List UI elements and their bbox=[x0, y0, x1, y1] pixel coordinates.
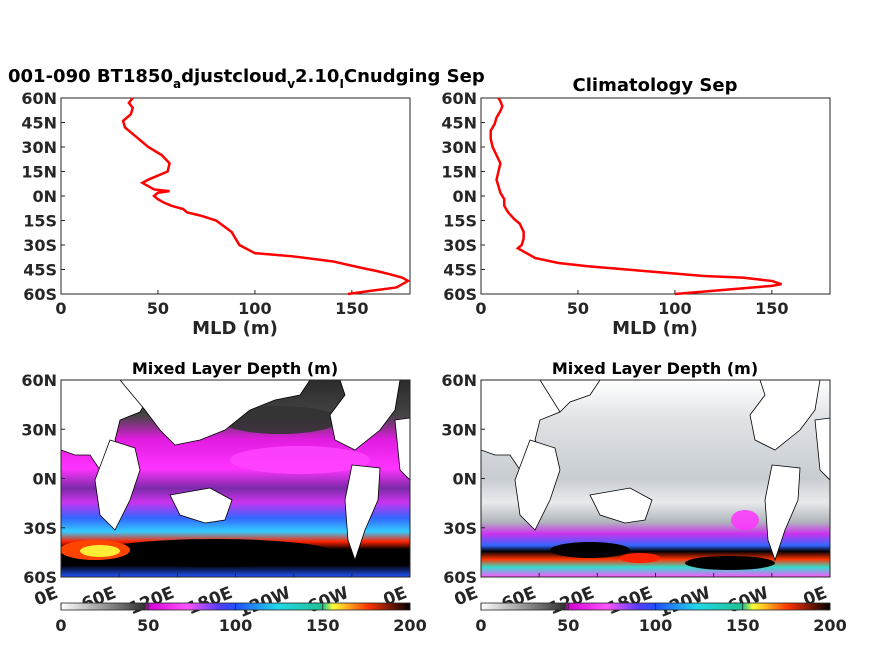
y-tick-label: 0N bbox=[452, 470, 477, 489]
x-tick-label: 0E bbox=[32, 583, 61, 610]
title-sub2: v bbox=[287, 77, 295, 91]
y-tick-label: 45N bbox=[21, 114, 57, 133]
bottom-left-colorbar-ticks: 0 50 100 150 200 bbox=[55, 603, 427, 635]
top-left-xlabel: MLD (m) bbox=[192, 318, 278, 339]
y-tick-label: 60N bbox=[441, 89, 477, 108]
bottom-right-title: Mixed Layer Depth (m) bbox=[552, 359, 758, 378]
map-blob-south-yellow bbox=[80, 545, 120, 557]
x-tick-label: 50 bbox=[567, 299, 589, 318]
top-left-mld-line bbox=[121, 97, 411, 296]
y-tick-label: 60S bbox=[23, 285, 57, 304]
x-tick-label: 180E bbox=[184, 583, 235, 619]
colorbar-tick-label: 150 bbox=[306, 616, 339, 635]
colorbar-tick-label: 0 bbox=[55, 616, 66, 635]
y-tick-label: 60N bbox=[21, 371, 57, 390]
x-tick-label: 120E bbox=[126, 583, 177, 619]
top-left-axes-box bbox=[60, 97, 411, 295]
colorbar-tick-label: 50 bbox=[557, 616, 579, 635]
y-tick-label: 30N bbox=[441, 138, 477, 157]
y-tick-label: 30S bbox=[443, 236, 477, 255]
top-left-title: 001-090 BT1850adjustcloudv2.10ICnudging … bbox=[8, 66, 485, 91]
x-tick-label: 0E bbox=[452, 583, 481, 610]
top-right-line-plot: Climatology Sep 0 50 100 150 60N 45N 30N 15N 0N 1… bbox=[441, 75, 831, 339]
map-blob-south-red-2 bbox=[620, 553, 660, 563]
colorbar-tick-label: 50 bbox=[137, 616, 159, 635]
y-tick-label: 0N bbox=[452, 187, 477, 206]
y-tick-label: 30N bbox=[21, 138, 57, 157]
y-tick-label: 45N bbox=[441, 114, 477, 133]
bottom-right-colorbar-ticks: 0 50 100 150 200 bbox=[475, 603, 847, 635]
title-sub3: I bbox=[339, 77, 343, 91]
map-land-clim bbox=[481, 380, 830, 562]
top-left-ticks: 0 50 100 150 60N 45N 30N 15N 0N 15S 30S 45S 60S bbox=[21, 89, 368, 318]
colorbar-tick-label: 150 bbox=[726, 616, 759, 635]
title-sub1: a bbox=[173, 77, 181, 91]
y-tick-label: 60S bbox=[443, 285, 477, 304]
map-blob-south-black-2 bbox=[550, 542, 630, 558]
map-blob-south-black bbox=[95, 539, 335, 567]
bottom-left-title: Mixed Layer Depth (m) bbox=[132, 359, 338, 378]
y-tick-label: 60S bbox=[23, 568, 57, 587]
top-right-xlabel: MLD (m) bbox=[612, 318, 698, 339]
top-right-ticks: 0 50 100 150 60N 45N 30N 15N 0N 15S 30S 45S 60S bbox=[441, 89, 788, 318]
y-tick-label: 60S bbox=[443, 568, 477, 587]
x-tick-label: 50 bbox=[147, 299, 169, 318]
x-tick-label: 120E bbox=[546, 583, 597, 619]
y-tick-label: 30N bbox=[21, 420, 57, 439]
y-tick-label: 15S bbox=[23, 212, 57, 231]
x-tick-label: 180E bbox=[604, 583, 655, 619]
title-part3: 2.10 bbox=[295, 66, 339, 87]
colorbar-tick-label: 100 bbox=[639, 616, 672, 635]
top-left-line-plot: 001-090 BT1850adjustcloudv2.10ICnudging … bbox=[8, 66, 485, 339]
y-tick-label: 45S bbox=[23, 261, 57, 280]
y-tick-label: 15N bbox=[441, 163, 477, 182]
map-blob-south-black-3 bbox=[685, 556, 775, 570]
top-right-mld-line bbox=[489, 97, 782, 296]
y-tick-label: 60N bbox=[441, 371, 477, 390]
y-tick-label: 45S bbox=[443, 261, 477, 280]
map-blob-pacific-magenta bbox=[230, 446, 370, 474]
y-tick-label: 30S bbox=[23, 519, 57, 538]
title-part2: djustcloud bbox=[181, 66, 287, 87]
top-right-title: Climatology Sep bbox=[573, 75, 738, 96]
colorbar-tick-label: 0 bbox=[475, 616, 486, 635]
y-tick-label: 30S bbox=[23, 236, 57, 255]
y-tick-label: 15S bbox=[443, 212, 477, 231]
x-tick-label: 150 bbox=[755, 299, 788, 318]
bottom-left-map: Mixed Layer Depth (m) 0E 60E 120E 180E 120W 6… bbox=[21, 359, 426, 635]
y-tick-label: 30S bbox=[443, 519, 477, 538]
x-tick-label: 60W bbox=[305, 583, 352, 618]
x-tick-label: 150 bbox=[335, 299, 368, 318]
x-tick-label: 100 bbox=[238, 299, 271, 318]
map-land-model bbox=[61, 380, 410, 562]
map-blob-indian-magenta bbox=[731, 510, 759, 530]
y-tick-label: 15N bbox=[21, 163, 57, 182]
y-tick-label: 60N bbox=[21, 89, 57, 108]
colorbar-tick-label: 200 bbox=[393, 616, 426, 635]
y-tick-label: 0N bbox=[32, 470, 57, 489]
x-tick-label: 60W bbox=[725, 583, 772, 618]
map-blob-north-pacific bbox=[220, 406, 340, 434]
x-tick-label: 100 bbox=[658, 299, 691, 318]
y-tick-label: 0N bbox=[32, 187, 57, 206]
x-tick-label: 0 bbox=[475, 299, 486, 318]
top-right-axes-box bbox=[480, 97, 831, 295]
colorbar-tick-label: 200 bbox=[813, 616, 846, 635]
colorbar-tick-label: 100 bbox=[219, 616, 252, 635]
title-part1: 001-090 BT1850 bbox=[8, 66, 173, 87]
bottom-right-map: Mixed Layer Depth (m) 0E 60E 120E 180E 120W 6… bbox=[441, 359, 846, 635]
y-tick-label: 30N bbox=[441, 420, 477, 439]
title-part4: Cnudging Sep bbox=[344, 66, 485, 87]
x-tick-label: 0 bbox=[55, 299, 66, 318]
